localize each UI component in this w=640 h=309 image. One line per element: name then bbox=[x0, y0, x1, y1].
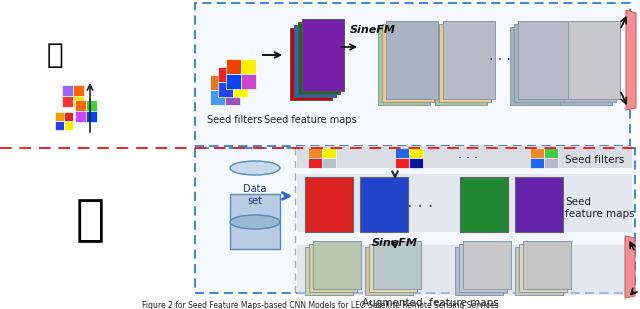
Bar bbox=[518, 21, 570, 99]
Bar bbox=[64, 112, 73, 121]
Bar bbox=[75, 111, 86, 122]
Text: Seed feature maps: Seed feature maps bbox=[264, 115, 356, 125]
Polygon shape bbox=[625, 236, 635, 298]
Bar bbox=[460, 177, 508, 232]
Bar bbox=[226, 74, 241, 89]
Bar bbox=[225, 75, 240, 90]
Bar bbox=[459, 244, 507, 292]
Text: Figure 2 for Seed Feature Maps-based CNN Models for LEO Satellite Remote Sensing: Figure 2 for Seed Feature Maps-based CNN… bbox=[141, 300, 499, 309]
Bar bbox=[305, 247, 353, 295]
Bar bbox=[210, 75, 225, 90]
Bar bbox=[395, 158, 409, 168]
Bar bbox=[378, 27, 430, 105]
Bar bbox=[510, 27, 562, 105]
Bar bbox=[195, 3, 630, 146]
Bar bbox=[73, 85, 84, 96]
Text: · · ·: · · · bbox=[458, 151, 478, 164]
Bar bbox=[435, 27, 487, 105]
Bar bbox=[305, 177, 353, 232]
Bar bbox=[560, 27, 612, 105]
Text: SineFM: SineFM bbox=[350, 25, 396, 35]
Text: Seed
feature maps: Seed feature maps bbox=[565, 197, 635, 219]
Bar bbox=[382, 24, 434, 102]
Bar bbox=[395, 148, 409, 158]
Bar bbox=[308, 148, 322, 158]
Bar bbox=[439, 24, 491, 102]
Bar bbox=[294, 25, 336, 97]
Text: SineFM: SineFM bbox=[372, 238, 418, 248]
Bar bbox=[195, 148, 635, 293]
Bar bbox=[544, 158, 558, 168]
Polygon shape bbox=[626, 10, 636, 110]
Bar bbox=[62, 96, 73, 107]
Bar bbox=[386, 21, 438, 99]
Bar bbox=[544, 148, 558, 158]
Text: Augmented  feature maps: Augmented feature maps bbox=[362, 298, 499, 308]
Bar bbox=[218, 67, 233, 82]
Bar bbox=[309, 244, 357, 292]
Bar bbox=[55, 112, 64, 121]
Bar bbox=[463, 241, 511, 289]
Bar bbox=[568, 21, 620, 99]
Bar bbox=[195, 148, 635, 293]
Bar bbox=[308, 158, 322, 168]
Text: · · ·: · · · bbox=[489, 53, 511, 67]
Bar bbox=[322, 158, 336, 168]
Bar bbox=[64, 121, 73, 130]
Bar bbox=[313, 241, 361, 289]
Bar bbox=[297, 146, 632, 168]
Bar bbox=[195, 3, 630, 146]
Bar bbox=[75, 100, 86, 111]
Bar bbox=[241, 74, 256, 89]
Bar bbox=[297, 245, 632, 295]
Bar bbox=[365, 247, 413, 295]
Bar bbox=[241, 59, 256, 74]
Bar bbox=[86, 100, 97, 111]
Ellipse shape bbox=[230, 215, 280, 229]
Bar bbox=[233, 82, 248, 97]
Bar bbox=[290, 28, 332, 100]
Bar bbox=[302, 19, 344, 91]
Bar bbox=[73, 96, 84, 107]
Bar bbox=[455, 247, 503, 295]
Bar bbox=[230, 194, 280, 249]
Bar bbox=[515, 177, 563, 232]
Text: 📡: 📡 bbox=[76, 196, 104, 244]
Bar bbox=[86, 111, 97, 122]
Text: Seed filters: Seed filters bbox=[207, 115, 262, 125]
Text: · · ·: · · · bbox=[407, 198, 433, 216]
Bar bbox=[369, 244, 417, 292]
Text: Data
set: Data set bbox=[243, 184, 267, 206]
Bar bbox=[409, 158, 423, 168]
Bar bbox=[360, 177, 408, 232]
Bar bbox=[523, 241, 571, 289]
Bar bbox=[373, 241, 421, 289]
Bar bbox=[225, 90, 240, 105]
Bar bbox=[322, 148, 336, 158]
Bar bbox=[514, 24, 566, 102]
Bar bbox=[564, 24, 616, 102]
Bar bbox=[62, 85, 73, 96]
Ellipse shape bbox=[230, 161, 280, 175]
Bar bbox=[298, 22, 340, 94]
Text: Seed filters: Seed filters bbox=[565, 155, 625, 165]
Bar bbox=[515, 247, 563, 295]
Bar bbox=[226, 59, 241, 74]
Bar bbox=[443, 21, 495, 99]
Bar bbox=[530, 148, 544, 158]
Bar bbox=[530, 158, 544, 168]
Bar bbox=[409, 148, 423, 158]
Bar bbox=[55, 121, 64, 130]
Bar bbox=[519, 244, 567, 292]
Bar bbox=[210, 90, 225, 105]
Text: 🛰: 🛰 bbox=[47, 41, 63, 69]
Bar bbox=[297, 174, 632, 232]
Bar bbox=[233, 67, 248, 82]
Bar bbox=[218, 82, 233, 97]
